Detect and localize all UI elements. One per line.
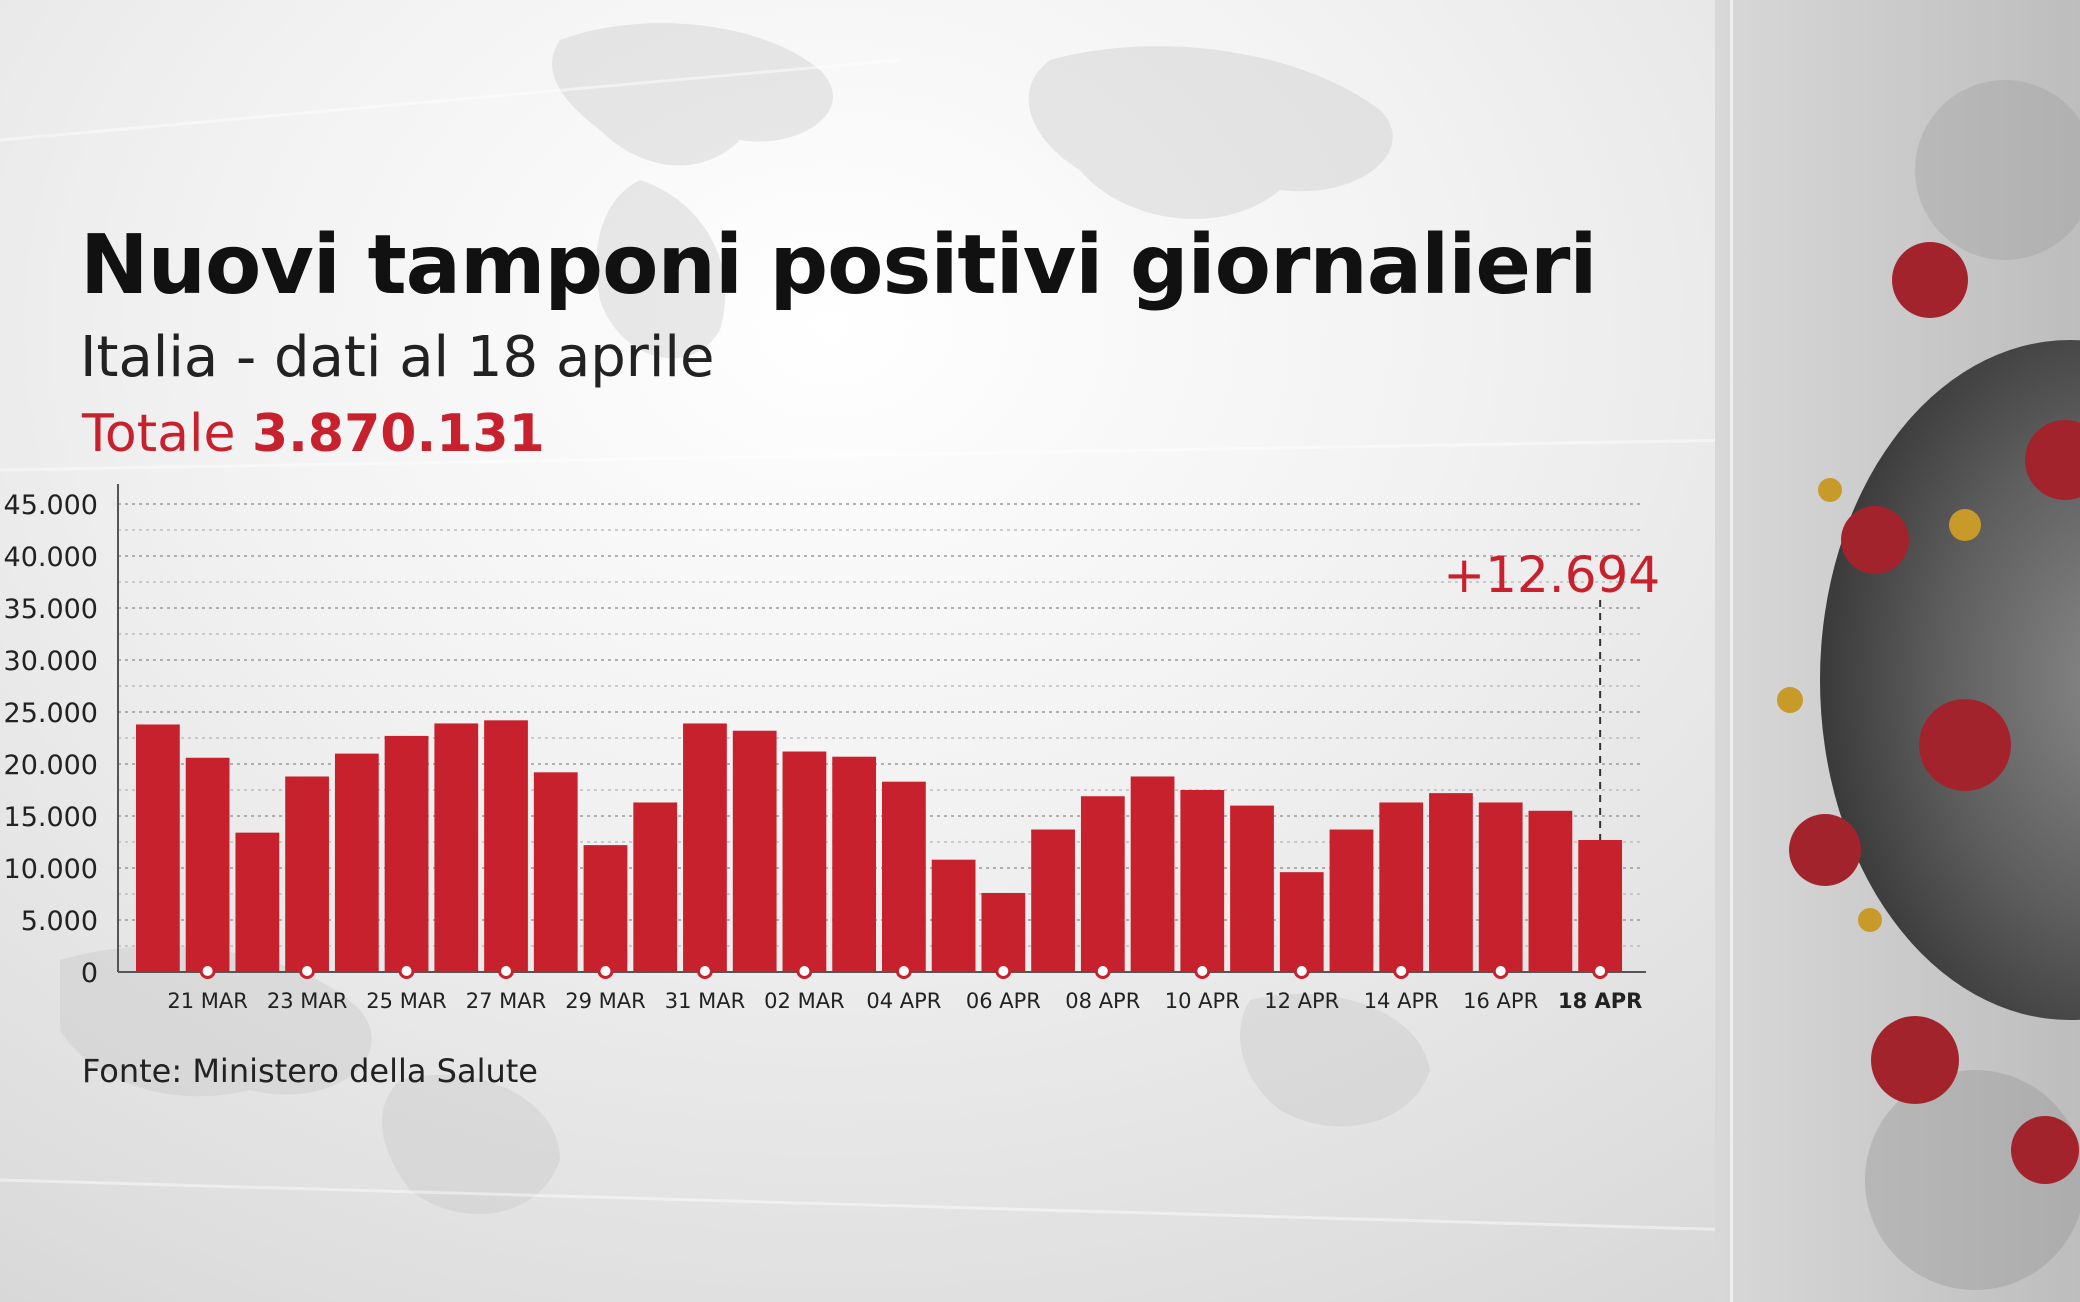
bar-14-apr <box>1379 802 1424 972</box>
bar-25-mar <box>384 735 429 972</box>
bar-26-mar <box>434 723 479 972</box>
bar-21-mar <box>185 757 230 972</box>
bar-20-mar <box>136 724 180 972</box>
x-tick-marker <box>1492 963 1509 979</box>
x-tick-marker <box>1592 963 1609 979</box>
bar-28-mar <box>533 772 578 972</box>
bar-chart: 0 5.000 10.000 15.000 20.000 25.000 30.000 35.0… <box>4 484 1660 1013</box>
x-tick-label: 25 MAR <box>366 989 446 1013</box>
bar-05-apr <box>931 859 976 972</box>
bar-30-mar <box>633 802 678 972</box>
x-tick-marker <box>398 963 415 979</box>
x-tick-label: 14 APR <box>1364 989 1439 1013</box>
total-value: 3.870.131 <box>251 404 545 464</box>
bar-09-apr <box>1130 776 1175 972</box>
x-tick-marker <box>1393 963 1410 979</box>
bar-22-mar <box>235 832 280 972</box>
y-tick-label: 20.000 <box>4 750 98 781</box>
x-tick-label: 21 MAR <box>167 989 247 1013</box>
y-tick-label: 35.000 <box>4 594 98 625</box>
bar-27-mar <box>484 720 528 972</box>
total-label: Totale <box>82 404 236 464</box>
bar-02-apr <box>782 751 827 972</box>
x-tick-marker <box>1194 963 1211 979</box>
bar-18-apr <box>1578 839 1623 972</box>
annotation-value: +12.694 <box>1443 546 1660 604</box>
bar-06-apr <box>981 892 1026 972</box>
x-tick-label: 12 APR <box>1264 989 1339 1013</box>
bar-01-apr <box>732 730 777 972</box>
y-tick-label: 25.000 <box>4 698 98 729</box>
bar-04-apr <box>882 781 926 972</box>
world-map-background <box>60 23 1430 1214</box>
x-tick-label: 10 APR <box>1165 989 1240 1013</box>
x-tick-marker <box>597 963 614 979</box>
y-tick-label: 40.000 <box>4 542 98 573</box>
x-tick-marker <box>498 963 515 979</box>
x-tick-marker <box>1293 963 1310 979</box>
x-tick-marker <box>299 963 316 979</box>
x-tick-marker <box>696 963 713 979</box>
bar-11-apr <box>1230 805 1274 972</box>
y-tick-label: 45.000 <box>4 490 98 521</box>
bar-10-apr <box>1180 790 1225 972</box>
x-tick-label: 27 MAR <box>466 989 546 1013</box>
x-tick-marker <box>796 963 813 979</box>
x-tick-label: 16 APR <box>1463 989 1538 1013</box>
bar-31-mar <box>683 723 727 972</box>
bar-23-mar <box>285 776 329 972</box>
bar-29-mar <box>583 845 628 972</box>
bar-15-apr <box>1429 793 1473 972</box>
x-tick-label: 02 MAR <box>764 989 844 1013</box>
y-tick-label: 30.000 <box>4 646 98 677</box>
x-tick-label: 04 APR <box>866 989 941 1013</box>
y-tick-label: 5.000 <box>21 906 98 937</box>
x-tick-label: 23 MAR <box>267 989 347 1013</box>
y-tick-label: 0 <box>81 958 98 989</box>
x-tick-marker <box>995 963 1012 979</box>
bar-12-apr <box>1279 872 1324 972</box>
bar-24-mar <box>334 753 379 972</box>
y-tick-label: 15.000 <box>4 802 98 833</box>
x-tick-marker <box>895 963 912 979</box>
x-tick-label: 08 APR <box>1065 989 1140 1013</box>
source-note: Fonte: Ministero della Salute <box>82 1052 538 1090</box>
y-tick-label: 10.000 <box>4 854 98 885</box>
x-tick-marker <box>199 963 216 979</box>
x-tick-label: 06 APR <box>966 989 1041 1013</box>
chart-title: Nuovi tamponi positivi giornalieri <box>80 218 1598 313</box>
total-summary: Totale 3.870.131 <box>82 404 545 464</box>
bar-17-apr <box>1528 810 1573 972</box>
bar-03-apr <box>832 756 877 972</box>
x-tick-label: 18 APR <box>1558 989 1642 1013</box>
bar-07-apr <box>1031 829 1075 972</box>
x-tick-label: 29 MAR <box>565 989 645 1013</box>
chart-subtitle: Italia - dati al 18 aprile <box>80 325 715 390</box>
bar-16-apr <box>1478 802 1523 972</box>
coronavirus-image <box>1715 0 2080 1302</box>
bar-13-apr <box>1329 829 1374 972</box>
x-tick-marker <box>1094 963 1111 979</box>
x-tick-label: 31 MAR <box>665 989 745 1013</box>
bar-08-apr <box>1080 796 1125 972</box>
